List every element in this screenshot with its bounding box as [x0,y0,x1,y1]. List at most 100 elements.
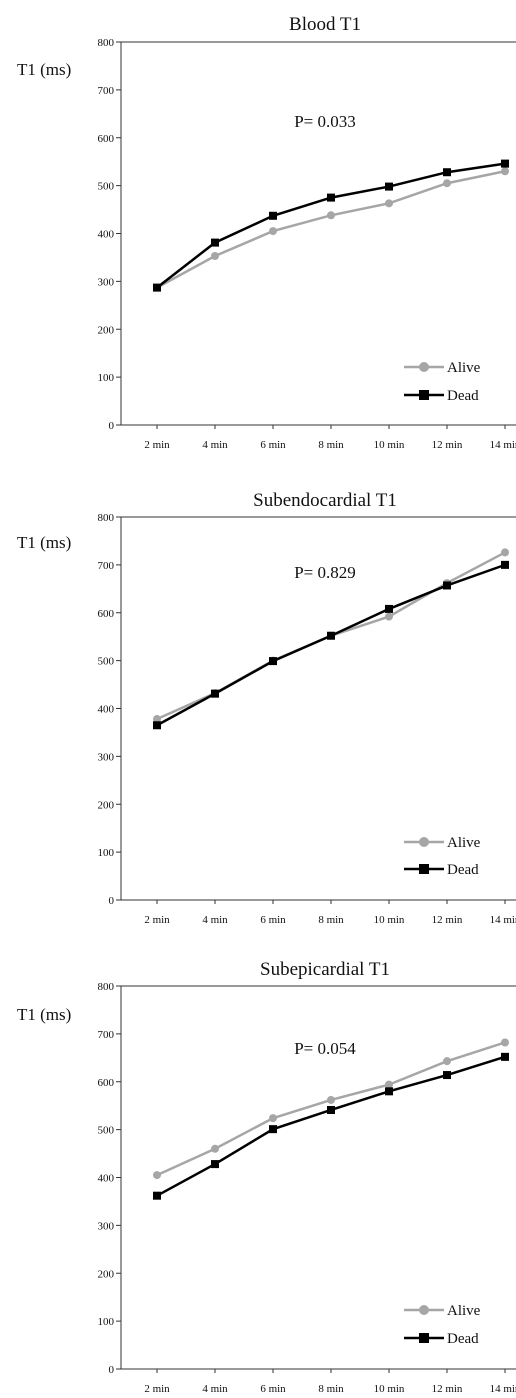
y-tick-label: 800 [98,981,115,993]
series-dead-point [269,657,277,666]
series-alive-point [443,179,451,188]
series-dead-point [211,1160,219,1169]
y-axis-label: T1 (ms) [17,533,71,552]
series-dead-point [327,631,335,640]
series-alive-point [501,167,509,176]
series-dead-line [156,563,506,727]
legend-alive-label: Alive [447,360,481,376]
series-alive-point [269,1114,277,1123]
x-tick-label: 8 min [318,439,344,451]
series-alive-point [327,1095,335,1104]
legend-alive-label: Alive [447,1303,481,1319]
x-tick-label: 6 min [260,914,286,926]
series-dead-point [443,168,451,177]
series-alive-point [327,211,335,220]
chart-panel-2: Subendocardial T1 T1 (ms) P= 0.829 0 100 200 3… [17,490,516,926]
y-tick-label: 800 [98,512,115,524]
series-dead-point [153,1191,161,1200]
y-tick-label: 300 [98,276,115,288]
x-tick-label: 10 min [374,439,405,451]
y-tick-label: 0 [109,1364,115,1376]
y-tick-label: 400 [98,229,115,241]
legend-dead-marker [419,864,429,874]
y-tick-label: 700 [98,560,115,572]
y-tick-label: 100 [98,847,115,859]
y-tick-label: 500 [98,1125,115,1137]
x-tick-label: 8 min [318,1383,344,1395]
y-tick-label: 500 [98,656,115,668]
p-value-annotation: P= 0.033 [294,112,356,131]
chart-title: Subepicardial T1 [260,959,390,980]
series-alive-point [385,1080,393,1089]
series-alive-point [269,227,277,236]
series-alive-point [501,1038,509,1047]
y-tick-label: 300 [98,1220,115,1232]
x-tick-label: 4 min [202,1383,228,1395]
legend-dead-marker [419,1333,429,1343]
series-dead-point [327,193,335,202]
y-tick-label: 600 [98,1077,115,1089]
series-dead-point [501,1052,509,1061]
y-tick-label: 200 [98,324,115,336]
series-alive-point [211,252,219,261]
series-dead-point [269,1125,277,1134]
y-axis-label: T1 (ms) [17,1005,71,1024]
series-dead-point [269,211,277,220]
y-tick-label: 700 [98,1029,115,1041]
legend-dead-label: Dead [447,388,479,404]
x-tick-label: 2 min [144,439,170,451]
x-tick-label: 10 min [374,914,405,926]
y-tick-label: 300 [98,751,115,763]
x-tick-label: 4 min [202,439,228,451]
y-tick-label: 800 [98,37,115,49]
y-tick-label: 0 [109,895,115,907]
y-tick-label: 0 [109,420,115,432]
chart-panel-3: Subepicardial T1 T1 (ms) P= 0.054 0 100 200 30… [17,959,516,1395]
y-tick-label: 500 [98,181,115,193]
series-dead-point [385,1087,393,1096]
y-tick-label: 200 [98,799,115,811]
legend-alive-marker [419,1305,429,1315]
series-dead-point [211,689,219,698]
series-dead-point [211,238,219,247]
legend-alive-label: Alive [447,835,481,851]
chart-title: Subendocardial T1 [253,490,397,511]
series-alive-point [153,715,161,724]
chart-panel-1: Blood T1 T1 (ms) P= 0.033 0 100 200 300 400 500 6… [17,14,516,451]
x-tick-label: 10 min [374,1383,405,1395]
series-alive-point [385,612,393,621]
legend-dead-label: Dead [447,1331,479,1347]
x-tick-label: 8 min [318,914,344,926]
y-tick-label: 200 [98,1268,115,1280]
y-tick-label: 700 [98,85,115,97]
x-tick-label: 14 min [490,1383,516,1395]
chart-title: Blood T1 [289,14,361,35]
series-dead-point [153,721,161,730]
x-tick-label: 4 min [202,914,228,926]
series-alive-point [385,199,393,208]
series-alive-line [156,170,506,289]
x-tick-label: 2 min [144,1383,170,1395]
series-dead-point [501,159,509,168]
y-tick-label: 400 [98,1173,115,1185]
legend-alive-marker [419,362,429,372]
y-axis-label: T1 (ms) [17,60,71,79]
series-dead-point [385,182,393,191]
y-tick-label: 400 [98,704,115,716]
legend-alive-marker [419,837,429,847]
x-tick-label: 12 min [432,914,463,926]
p-value-annotation: P= 0.829 [294,563,356,582]
series-alive-point [153,1171,161,1180]
series-dead-point [443,1071,451,1080]
series-dead-point [153,283,161,292]
x-tick-label: 6 min [260,439,286,451]
y-tick-label: 100 [98,1316,115,1328]
x-tick-label: 14 min [490,439,516,451]
y-tick-label: 100 [98,372,115,384]
x-tick-label: 12 min [432,439,463,451]
x-tick-label: 2 min [144,914,170,926]
series-alive-point [443,1057,451,1066]
x-tick-label: 14 min [490,914,516,926]
x-tick-label: 12 min [432,1383,463,1395]
series-dead-point [501,560,509,569]
